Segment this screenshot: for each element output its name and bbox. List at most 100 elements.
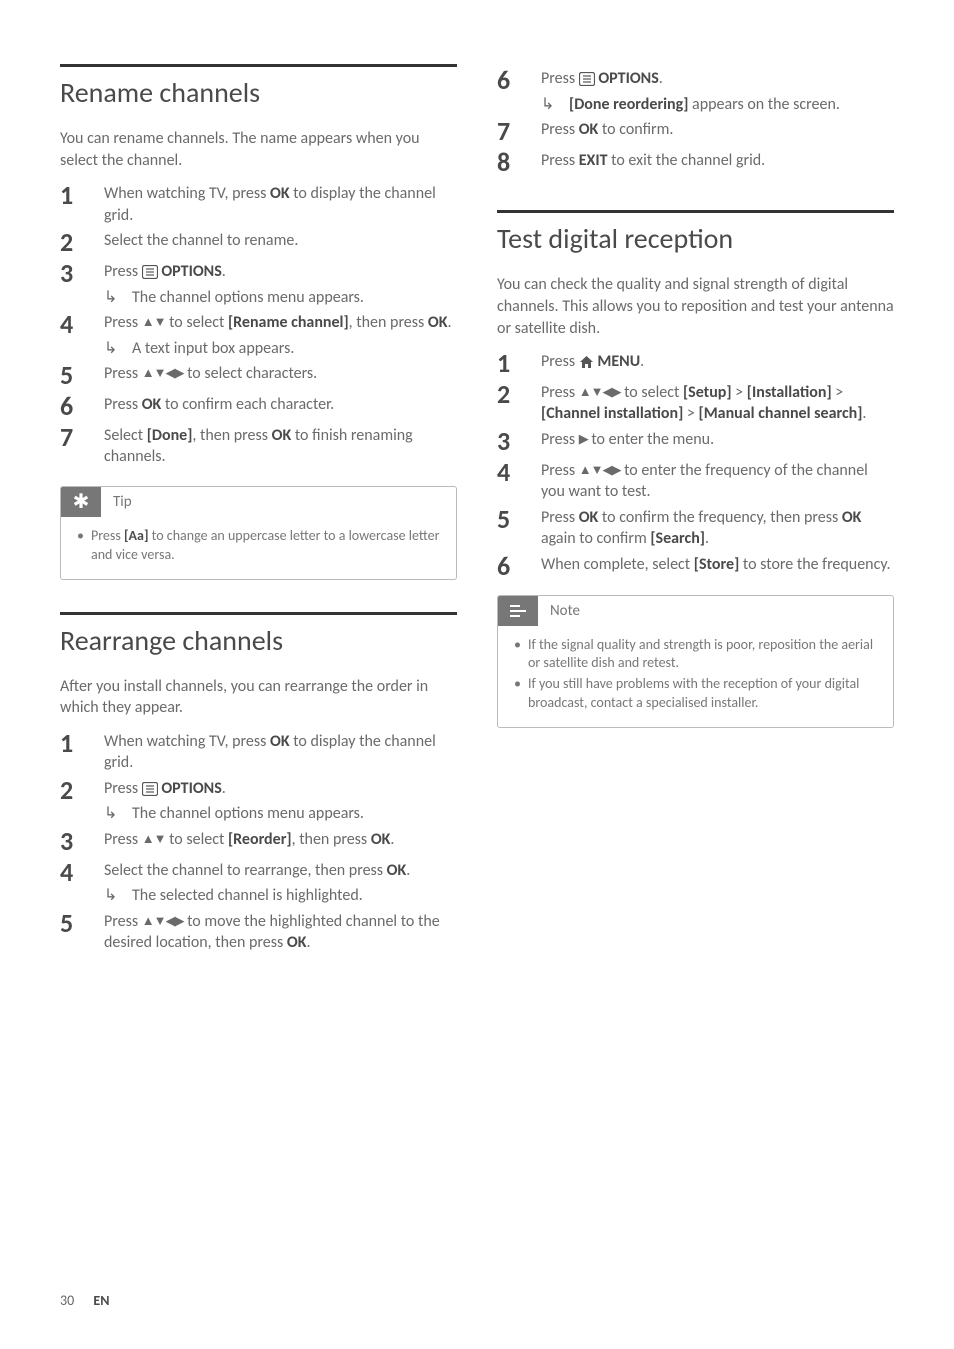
step-number: 5	[60, 361, 104, 390]
step-result: ↳A text input box appears.	[104, 338, 457, 360]
step: 3Press OPTIONS.↳The channel options menu…	[60, 259, 457, 308]
tip-icon: ✱	[61, 487, 101, 517]
tip-items: Press [Aa] to change an uppercase letter…	[77, 527, 440, 565]
step: 3Press ▶ to enter the menu.	[497, 427, 894, 456]
test-intro: You can check the quality and signal str…	[497, 274, 894, 339]
callout-item: If the signal quality and strength is po…	[514, 636, 877, 674]
page-lang: EN	[93, 1292, 109, 1309]
right-column: 6Press OPTIONS.↳[Done reordering] appear…	[497, 60, 894, 956]
step-body: Press ▲▼ to select [Reorder], then press…	[104, 827, 457, 851]
step-result: ↳The channel options menu appears.	[104, 287, 457, 309]
step-body: Press ▲▼◀▶ to select characters.	[104, 361, 457, 385]
step-body: Press ▶ to enter the menu.	[541, 427, 894, 451]
step: 6Press OPTIONS.↳[Done reordering] appear…	[497, 66, 894, 115]
step-body: Press ▲▼◀▶ to move the highlighted chann…	[104, 909, 457, 954]
step: 3Press ▲▼ to select [Reorder], then pres…	[60, 827, 457, 856]
step-body: Press MENU.	[541, 349, 894, 373]
step-number: 8	[497, 148, 541, 177]
step-number: 2	[60, 776, 104, 805]
step: 2Select the channel to rename.	[60, 228, 457, 257]
result-arrow-icon: ↳	[104, 803, 132, 825]
step-number: 3	[497, 427, 541, 456]
step-body: Press EXIT to exit the channel grid.	[541, 148, 894, 172]
step-body: Select the channel to rearrange, then pr…	[104, 858, 457, 907]
note-label: Note	[538, 596, 592, 626]
step: 4Press ▲▼◀▶ to enter the frequency of th…	[497, 458, 894, 503]
rename-heading: Rename channels	[60, 64, 457, 110]
step-body: Press OPTIONS.↳[Done reordering] appears…	[541, 66, 894, 115]
step: 1When watching TV, press OK to display t…	[60, 729, 457, 774]
step: 2Press ▲▼◀▶ to select [Setup] > [Install…	[497, 380, 894, 425]
step: 1Press MENU.	[497, 349, 894, 378]
step-number: 4	[60, 858, 104, 887]
step-body: When watching TV, press OK to display th…	[104, 181, 457, 226]
options-icon	[579, 72, 595, 86]
step-result: ↳[Done reordering] appears on the screen…	[541, 94, 894, 116]
step: 5Press OK to confirm the frequency, then…	[497, 505, 894, 550]
step-number: 1	[60, 181, 104, 210]
note-callout: Note If the signal quality and strength …	[497, 595, 894, 729]
note-items: If the signal quality and strength is po…	[514, 636, 877, 714]
options-icon	[142, 782, 158, 796]
step-body: When watching TV, press OK to display th…	[104, 729, 457, 774]
step: 7Select [Done], then press OK to finish …	[60, 423, 457, 468]
step-number: 4	[497, 458, 541, 487]
step-result: ↳The selected channel is highlighted.	[104, 885, 457, 907]
rearrange-intro: After you install channels, you can rear…	[60, 676, 457, 719]
result-arrow-icon: ↳	[104, 885, 132, 907]
step-number: 6	[60, 392, 104, 421]
rearrange-steps: 1When watching TV, press OK to display t…	[60, 729, 457, 954]
callout-item: If you still have problems with the rece…	[514, 675, 877, 713]
step: 6Press OK to confirm each character.	[60, 392, 457, 421]
step-number: 3	[60, 827, 104, 856]
test-steps: 1Press MENU.2Press ▲▼◀▶ to select [Setup…	[497, 349, 894, 580]
step: 4Press ▲▼ to select [Rename channel], th…	[60, 310, 457, 359]
rename-intro: You can rename channels. The name appear…	[60, 128, 457, 171]
step: 8Press EXIT to exit the channel grid.	[497, 148, 894, 177]
step-number: 2	[60, 228, 104, 257]
callout-item: Press [Aa] to change an uppercase letter…	[77, 527, 440, 565]
step-number: 3	[60, 259, 104, 288]
step-body: Press OK to confirm.	[541, 117, 894, 141]
step-number: 5	[60, 909, 104, 938]
step-number: 7	[497, 117, 541, 146]
page-number: 30	[60, 1292, 74, 1309]
note-icon	[498, 596, 538, 626]
step-body: Press ▲▼◀▶ to enter the frequency of the…	[541, 458, 894, 503]
step: 6When complete, select [Store] to store …	[497, 552, 894, 581]
step-body: Press ▲▼◀▶ to select [Setup] > [Installa…	[541, 380, 894, 425]
step-body: Press OK to confirm each character.	[104, 392, 457, 416]
step-body: Press ▲▼ to select [Rename channel], the…	[104, 310, 457, 359]
tip-label: Tip	[101, 487, 144, 517]
test-heading: Test digital reception	[497, 210, 894, 256]
step: 4Select the channel to rearrange, then p…	[60, 858, 457, 907]
step: 2Press OPTIONS.↳The channel options menu…	[60, 776, 457, 825]
step-number: 5	[497, 505, 541, 534]
step-body: When complete, select [Store] to store t…	[541, 552, 894, 576]
step-number: 6	[497, 552, 541, 581]
step-body: Press OK to confirm the frequency, then …	[541, 505, 894, 550]
step-result: ↳The channel options menu appears.	[104, 803, 457, 825]
step-number: 4	[60, 310, 104, 339]
result-arrow-icon: ↳	[104, 338, 132, 360]
step-number: 2	[497, 380, 541, 409]
step: 1When watching TV, press OK to display t…	[60, 181, 457, 226]
step-number: 6	[497, 66, 541, 95]
result-arrow-icon: ↳	[104, 287, 132, 309]
result-arrow-icon: ↳	[541, 94, 569, 116]
step-body: Press OPTIONS.↳The channel options menu …	[104, 259, 457, 308]
step-number: 1	[60, 729, 104, 758]
step-number: 7	[60, 423, 104, 452]
tip-callout: ✱ Tip Press [Aa] to change an uppercase …	[60, 486, 457, 580]
rearrange-heading: Rearrange channels	[60, 612, 457, 658]
options-icon	[142, 265, 158, 279]
home-icon	[579, 355, 594, 369]
step: 7Press OK to confirm.	[497, 117, 894, 146]
step: 5Press ▲▼◀▶ to select characters.	[60, 361, 457, 390]
left-column: Rename channels You can rename channels.…	[60, 60, 457, 956]
rename-steps: 1When watching TV, press OK to display t…	[60, 181, 457, 468]
step: 5Press ▲▼◀▶ to move the highlighted chan…	[60, 909, 457, 954]
step-body: Press OPTIONS.↳The channel options menu …	[104, 776, 457, 825]
rearrange-cont-steps: 6Press OPTIONS.↳[Done reordering] appear…	[497, 66, 894, 176]
step-body: Select the channel to rename.	[104, 228, 457, 252]
